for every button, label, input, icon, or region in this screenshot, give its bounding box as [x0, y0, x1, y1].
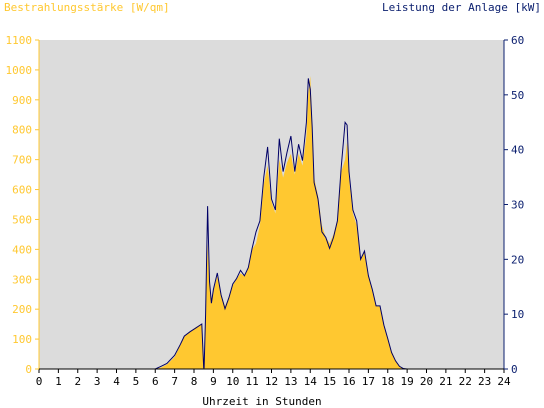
x-tick-label: 4 — [113, 375, 120, 388]
x-tick-label: 21 — [439, 375, 452, 388]
x-tick-label: 7 — [171, 375, 178, 388]
tick-labels: 0 1 2 3 4 5 6 7 8 9 10 11 12 13 14 15 16 17 18 19 20 21 22 23 24… — [6, 34, 525, 388]
x-tick-label: 14 — [304, 375, 318, 388]
left-tick-label: 300 — [12, 273, 32, 286]
x-tick-label: 5 — [133, 375, 140, 388]
x-tick-label: 1 — [55, 375, 62, 388]
left-tick-label: 400 — [12, 243, 32, 256]
x-tick-label: 23 — [478, 375, 491, 388]
x-tick-label: 22 — [459, 375, 472, 388]
x-tick-label: 9 — [210, 375, 217, 388]
left-tick-label: 900 — [12, 94, 32, 107]
right-axis-title: Leistung der Anlage [kW] — [382, 1, 541, 14]
x-tick-label: 11 — [246, 375, 259, 388]
x-tick-label: 24 — [497, 375, 511, 388]
x-tick-label: 20 — [420, 375, 433, 388]
right-tick-label: 0 — [511, 363, 518, 376]
left-tick-label: 600 — [12, 184, 32, 197]
x-tick-label: 16 — [342, 375, 355, 388]
irradiance-area-layer — [39, 75, 504, 370]
left-tick-label: 800 — [12, 124, 32, 137]
left-tick-label: 100 — [12, 333, 32, 346]
x-tick-label: 8 — [191, 375, 198, 388]
x-tick-label: 2 — [74, 375, 81, 388]
left-tick-label: 1100 — [6, 34, 33, 47]
left-tick-label: 0 — [25, 363, 32, 376]
x-tick-label: 6 — [152, 375, 159, 388]
left-axis-title: Bestrahlungsstärke [W/qm] — [4, 1, 170, 14]
right-tick-label: 10 — [511, 308, 524, 321]
x-tick-label: 15 — [323, 375, 336, 388]
right-tick-label: 20 — [511, 253, 524, 266]
left-tick-label: 1000 — [6, 64, 33, 77]
left-tick-label: 200 — [12, 303, 32, 316]
left-tick-label: 700 — [12, 154, 32, 167]
x-axis-title: Uhrzeit in Stunden — [202, 395, 321, 408]
x-tick-label: 17 — [362, 375, 375, 388]
x-tick-label: 18 — [381, 375, 394, 388]
right-tick-label: 40 — [511, 144, 524, 157]
left-tick-label: 500 — [12, 213, 32, 226]
right-tick-label: 50 — [511, 89, 524, 102]
power-line — [39, 78, 504, 370]
x-tick-label: 10 — [226, 375, 239, 388]
x-tick-label: 3 — [94, 375, 101, 388]
right-tick-label: 60 — [511, 34, 524, 47]
irradiance-area — [39, 75, 504, 370]
right-tick-label: 30 — [511, 199, 524, 212]
x-tick-label: 12 — [265, 375, 278, 388]
x-tick-label: 13 — [284, 375, 297, 388]
axes — [35, 39, 508, 373]
x-tick-label: 0 — [36, 375, 43, 388]
power-line-layer — [39, 78, 504, 370]
x-tick-label: 19 — [401, 375, 414, 388]
